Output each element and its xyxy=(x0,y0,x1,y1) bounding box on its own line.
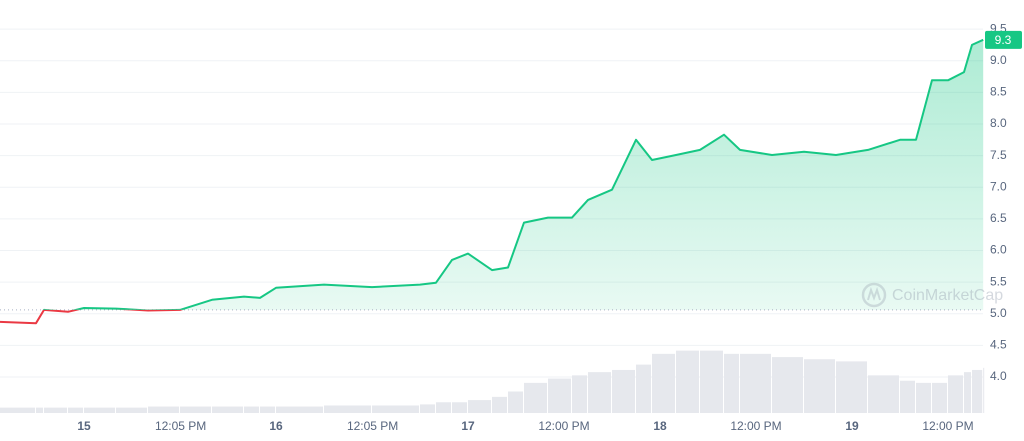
y-tick-label: 7.5 xyxy=(990,148,1007,162)
y-tick-label: 7.0 xyxy=(990,179,1007,193)
volume-bar xyxy=(44,407,67,413)
x-tick-label: 12:05 PM xyxy=(347,419,398,433)
volume-bar xyxy=(588,372,611,413)
volume-bar xyxy=(740,353,771,413)
volume-bar xyxy=(372,405,419,413)
volume-bar xyxy=(212,406,243,413)
y-tick-label: 4.0 xyxy=(990,369,1007,383)
x-tick-label: 12:00 PM xyxy=(538,419,589,433)
volume-bar xyxy=(36,407,43,413)
volume-bar xyxy=(983,367,985,413)
x-tick-label: 19 xyxy=(845,419,859,433)
x-tick-label: 16 xyxy=(269,419,283,433)
volume-bar xyxy=(180,406,211,413)
volume-bar xyxy=(636,364,651,413)
x-tick-label: 15 xyxy=(77,419,91,433)
volume-bar xyxy=(68,407,83,413)
volume-bar xyxy=(508,391,523,413)
watermark-text: CoinMarketCap xyxy=(892,287,1003,304)
volume-bar xyxy=(468,400,491,413)
volume-bar xyxy=(772,357,803,413)
y-tick-label: 4.5 xyxy=(990,337,1007,351)
volume-bar xyxy=(492,396,507,413)
volume-bar xyxy=(652,353,675,413)
price-line xyxy=(42,38,984,310)
x-tick-label: 12:00 PM xyxy=(730,419,781,433)
x-tick-label: 17 xyxy=(461,419,475,433)
volume-bar xyxy=(972,369,983,413)
y-tick-label: 8.5 xyxy=(990,85,1007,99)
volume-bar xyxy=(868,375,899,413)
volume-bar xyxy=(572,375,587,413)
price-line-down xyxy=(0,309,184,325)
x-tick-label: 12:00 PM xyxy=(922,419,973,433)
y-tick-label: 5.5 xyxy=(990,274,1007,288)
watermark: CoinMarketCap xyxy=(861,282,1003,308)
volume-bar xyxy=(724,353,739,413)
volume-bar xyxy=(804,359,835,413)
volume-bar xyxy=(260,406,275,413)
volume-bar xyxy=(836,361,867,413)
last-price-label: 9.3 xyxy=(995,33,1012,47)
y-tick-label: 6.5 xyxy=(990,211,1007,225)
volume-bar xyxy=(676,350,699,413)
volume-bar xyxy=(0,407,35,413)
volume-bar xyxy=(916,382,931,413)
volume-bar xyxy=(900,380,915,413)
volume-bar xyxy=(84,407,115,413)
volume-bar xyxy=(452,402,467,413)
last-price-badge xyxy=(985,30,1022,49)
y-tick-label: 5.0 xyxy=(990,306,1007,320)
volume-bar xyxy=(276,406,323,413)
volume-bar xyxy=(612,369,635,413)
volume-bar xyxy=(420,404,435,413)
x-tick-label: 18 xyxy=(653,419,667,433)
y-tick-label: 8.0 xyxy=(990,116,1007,130)
volume-bar xyxy=(148,406,179,413)
volume-bar xyxy=(436,402,451,413)
volume-bar xyxy=(932,382,947,413)
volume-bar xyxy=(700,350,723,413)
volume-bar xyxy=(244,406,259,413)
price-area xyxy=(43,39,984,310)
y-tick-label: 9.0 xyxy=(990,53,1007,67)
y-tick-label: 6.0 xyxy=(990,243,1007,257)
volume-bar xyxy=(324,405,371,413)
volume-bar xyxy=(548,378,571,413)
volume-bar xyxy=(948,375,963,413)
volume-bar xyxy=(964,372,971,413)
volume-bar xyxy=(116,407,147,413)
x-tick-label: 12:05 PM xyxy=(155,419,206,433)
volume-bar xyxy=(524,382,547,413)
